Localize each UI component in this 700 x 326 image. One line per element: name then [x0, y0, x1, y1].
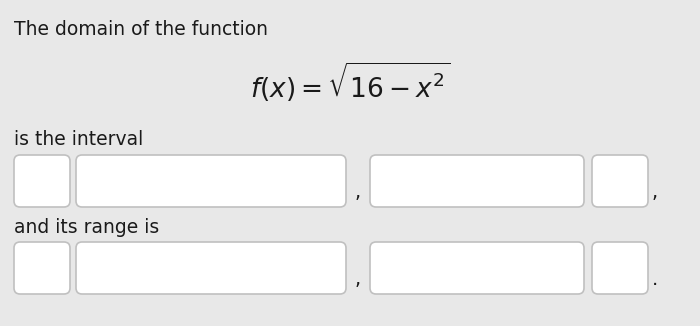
FancyBboxPatch shape	[592, 242, 648, 294]
Text: is the interval: is the interval	[14, 130, 144, 149]
FancyBboxPatch shape	[14, 242, 70, 294]
FancyBboxPatch shape	[370, 155, 584, 207]
FancyBboxPatch shape	[370, 242, 584, 294]
Text: ,: ,	[652, 183, 658, 202]
Text: ,: ,	[355, 270, 361, 289]
FancyBboxPatch shape	[76, 242, 346, 294]
FancyBboxPatch shape	[14, 155, 70, 207]
Text: .: .	[652, 270, 658, 289]
Text: ,: ,	[355, 183, 361, 202]
FancyBboxPatch shape	[76, 155, 346, 207]
Text: $f(x) = \sqrt{16 - x^2}$: $f(x) = \sqrt{16 - x^2}$	[250, 60, 450, 104]
Text: and its range is: and its range is	[14, 218, 160, 237]
Text: The domain of the function: The domain of the function	[14, 20, 268, 39]
FancyBboxPatch shape	[592, 155, 648, 207]
